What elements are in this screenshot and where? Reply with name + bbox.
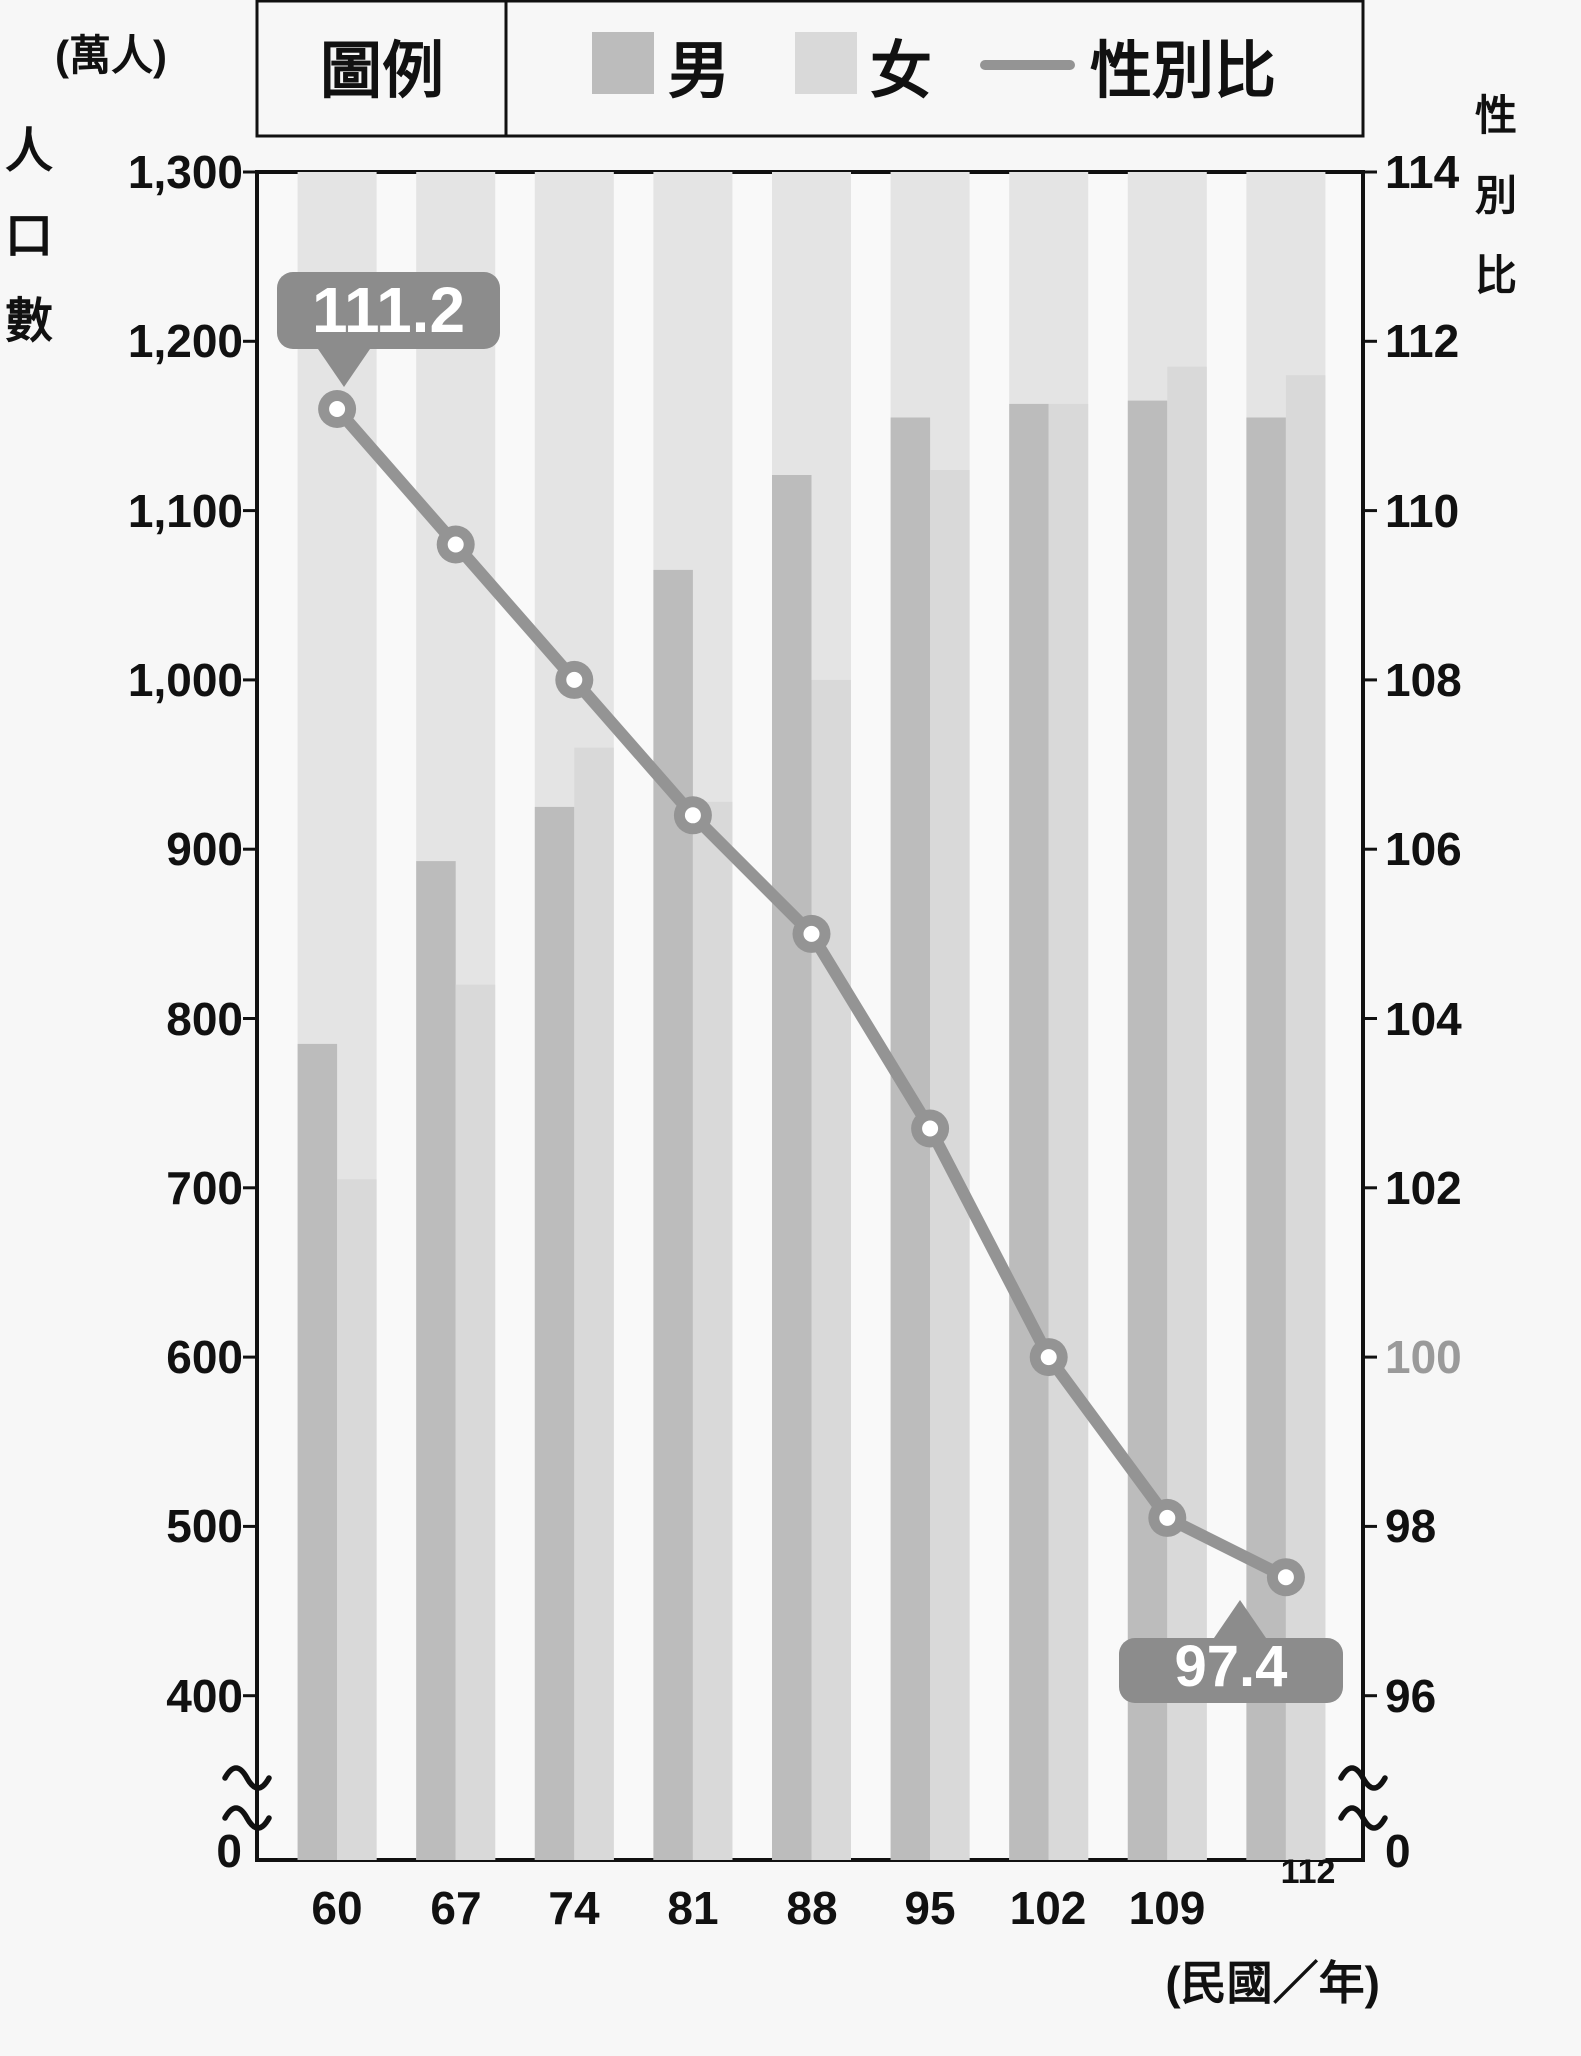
svg-text:圖例: 圖例	[320, 37, 444, 106]
svg-text:男: 男	[668, 37, 730, 106]
svg-text:女: 女	[870, 37, 932, 106]
svg-text:性別比: 性別比	[1090, 37, 1276, 106]
